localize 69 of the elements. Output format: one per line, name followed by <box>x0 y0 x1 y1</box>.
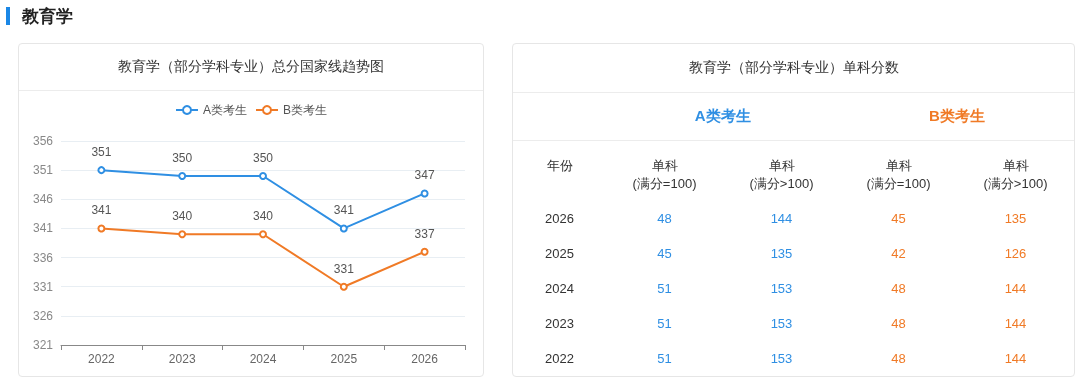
point <box>339 224 348 233</box>
text: A类考生 <box>693 106 752 126</box>
x-tick-label: 2022 <box>88 352 116 366</box>
data-label: 340 <box>172 209 193 224</box>
data-label: 144 <box>769 210 794 228</box>
y-tick-label: 2024 <box>544 280 575 298</box>
x-tick-label: 单科 (满分=100) <box>631 157 698 193</box>
data-label: 341 <box>91 203 112 218</box>
data-label: 350 <box>172 150 193 165</box>
y-tick-label: 2023 <box>544 315 575 333</box>
x-tick-label: 单科 (满分>100) <box>748 157 815 193</box>
y-tick-label: 336 <box>32 250 54 265</box>
data-label: 340 <box>252 209 274 224</box>
data-label: 135 <box>769 245 794 263</box>
x-tick-label: 单科 (满分>100) <box>982 157 1049 193</box>
y-tick-label: 321 <box>32 338 54 352</box>
point <box>339 282 348 291</box>
data-label: 153 <box>769 280 794 298</box>
y-tick-label: 356 <box>32 134 54 148</box>
y-tick-label: 2025 <box>544 245 575 263</box>
data-label: 48 <box>890 315 907 333</box>
x-tick-label: 2025 <box>330 352 358 366</box>
y-tick-label: 331 <box>32 279 54 294</box>
x-tick-label: 单科 (满分=100) <box>865 157 932 193</box>
data-label: 153 <box>769 350 794 368</box>
y-tick-label: 341 <box>32 221 54 236</box>
chart-title: 教育学（部分学科专业）单科分数 <box>513 44 1074 93</box>
data-label: 337 <box>414 226 435 241</box>
data-label: 48 <box>890 350 907 368</box>
point <box>178 230 187 239</box>
data-label: 42 <box>890 245 907 263</box>
data-label: 135 <box>1003 210 1028 228</box>
point <box>259 230 267 239</box>
point <box>420 189 429 198</box>
y-tick-label: 2026 <box>544 210 575 228</box>
x-tick-label: 2023 <box>168 352 196 366</box>
data-label: 51 <box>656 315 673 333</box>
x-tick-label: 2026 <box>411 352 439 366</box>
text: B类考生 <box>928 106 986 126</box>
legend-label: A类考生 <box>203 103 248 117</box>
data-label: 331 <box>333 261 355 276</box>
y-tick-label: 346 <box>32 192 54 207</box>
data-label: 341 <box>333 203 355 218</box>
point <box>259 171 267 180</box>
data-label: 45 <box>890 210 907 228</box>
point <box>97 224 106 233</box>
data-label: 144 <box>1003 315 1028 333</box>
data-label: 153 <box>769 315 794 333</box>
text: 教育学 <box>22 5 73 28</box>
data-label: 144 <box>1003 350 1028 368</box>
data-label: 350 <box>252 150 274 165</box>
data-label: 51 <box>656 280 673 298</box>
data-label: 51 <box>656 350 673 368</box>
y-axis-title: 年份 <box>545 157 574 175</box>
data-label: 48 <box>656 210 673 228</box>
point <box>420 247 429 256</box>
data-label: 351 <box>91 145 112 160</box>
x-tick-label: 2024 <box>249 352 277 366</box>
y-tick-label: 326 <box>32 308 54 323</box>
data-label: 144 <box>1003 280 1028 298</box>
y-tick-label: 351 <box>32 163 54 178</box>
data-label: 126 <box>1003 245 1028 263</box>
data-label: 48 <box>890 280 907 298</box>
legend-label: B类考生 <box>283 103 328 117</box>
data-label: 347 <box>414 168 435 183</box>
point <box>178 171 187 180</box>
data-label: 45 <box>656 245 673 263</box>
point <box>97 166 106 175</box>
chart-title: 教育学（部分学科专业）总分国家线趋势图 <box>19 44 483 91</box>
